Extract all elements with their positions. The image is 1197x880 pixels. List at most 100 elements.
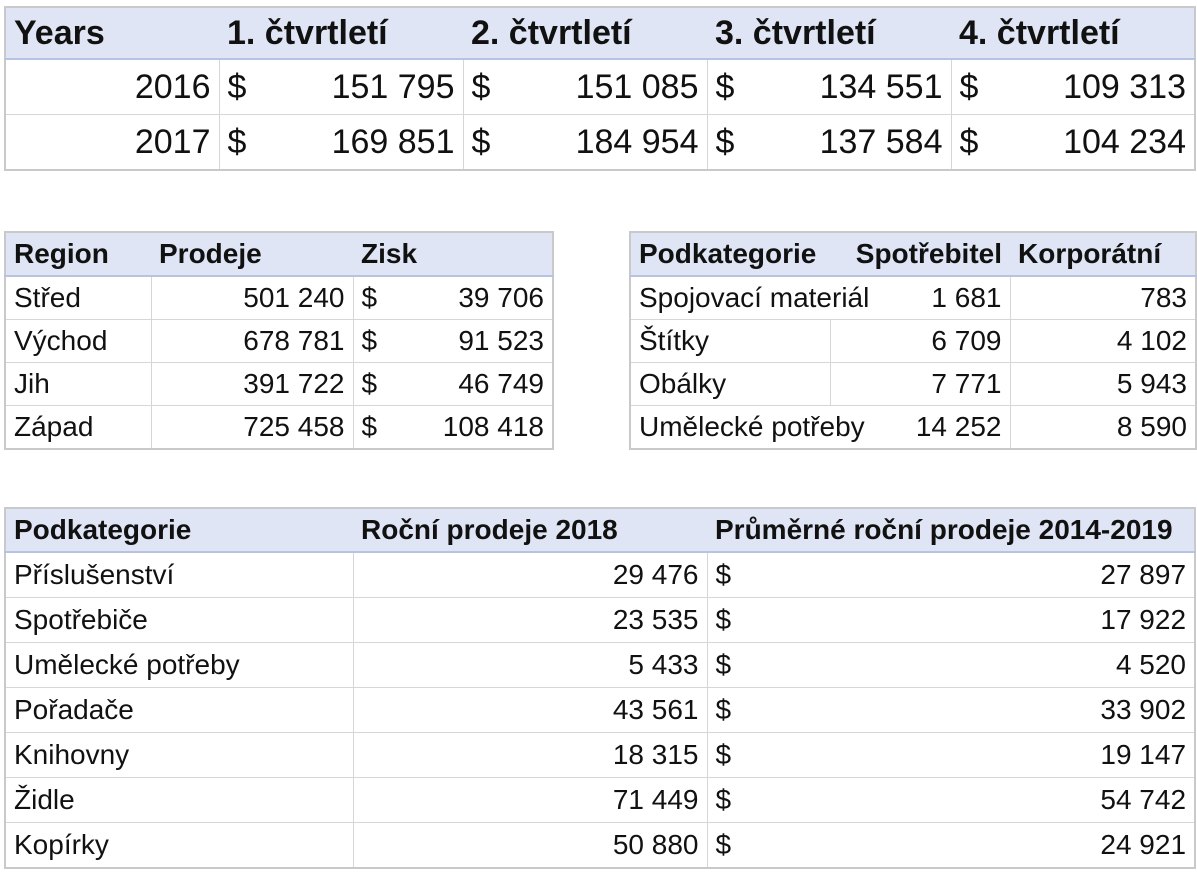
currency-cell[interactable]: $ (706, 732, 757, 778)
region-cell[interactable]: Západ (5, 405, 151, 449)
header-row: Podkategorie Roční prodeje 2018 Průměrné… (5, 508, 1196, 553)
consumer-cell[interactable]: 7 771 (829, 362, 1010, 406)
subcategory-cell[interactable]: Židle (5, 777, 353, 823)
subcategory-name: Umělecké potřeby (639, 411, 865, 442)
table-row: Pořadače 43 561 $ 33 902 (5, 687, 1196, 733)
sales-cell[interactable]: 18 315 (352, 732, 707, 778)
currency-cell[interactable]: $ (950, 58, 1001, 115)
table-row: Kopírky 50 880 $ 24 921 (5, 822, 1196, 868)
value-cell[interactable]: 151 085 (513, 58, 707, 115)
subcategory-cell[interactable]: Umělecké potřeby (5, 642, 353, 688)
header-subcategory: Podkategorie (630, 232, 830, 277)
average-cell[interactable]: 24 921 (757, 822, 1196, 868)
sales-cell[interactable]: 725 458 (150, 405, 353, 449)
table-row: Umělecké potřeby 5 433 $ 4 520 (5, 642, 1196, 688)
table-row: Střed 501 240 $ 39 706 (5, 275, 553, 320)
corporate-cell[interactable]: 5 943 (1009, 362, 1196, 406)
header-sales: Prodeje (151, 232, 353, 277)
currency-cell[interactable]: $ (706, 822, 757, 868)
table-row: Západ 725 458 $ 108 418 (5, 405, 553, 449)
consumer-value: 1 681 (931, 282, 1002, 313)
subcategory-cell[interactable]: Knihovny (5, 732, 353, 778)
table-row: Východ 678 781 $ 91 523 (5, 319, 553, 363)
table-row: 1 681 Spojovací materiál 783 (630, 275, 1196, 320)
region-cell[interactable]: Jih (5, 362, 151, 406)
sales-cell[interactable]: 29 476 (352, 551, 707, 598)
average-cell[interactable]: 33 902 (757, 687, 1196, 733)
subcategory-cell[interactable]: Kopírky (5, 822, 353, 868)
header-average-sales: Průměrné roční prodeje 2014-2019 (707, 508, 1196, 553)
header-q3: 3. čtvrtletí (707, 7, 951, 60)
sales-cell[interactable]: 678 781 (150, 319, 353, 363)
currency-cell[interactable]: $ (950, 114, 1001, 170)
currency-cell[interactable]: $ (352, 362, 403, 406)
currency-cell[interactable]: $ (352, 275, 403, 320)
table-row: 2016 $ 151 795 $ 151 085 $ 134 551 $ 109… (5, 58, 1195, 115)
profit-cell[interactable]: 39 706 (403, 275, 553, 320)
corporate-cell[interactable]: 783 (1009, 275, 1196, 320)
table-row: Příslušenství 29 476 $ 27 897 (5, 551, 1196, 598)
subcategory-name: Spojovací materiál (639, 282, 870, 313)
value-cell[interactable]: 109 313 (1001, 58, 1195, 115)
consumer-cell[interactable]: 6 709 (829, 319, 1010, 363)
subcategory-cell[interactable]: 1 681 Spojovací materiál (630, 275, 1010, 320)
currency-cell[interactable]: $ (352, 405, 403, 449)
year-cell[interactable]: 2017 (5, 114, 219, 170)
value-cell[interactable]: 134 551 (757, 58, 951, 115)
currency-cell[interactable]: $ (462, 58, 513, 115)
header-q4: 4. čtvrtletí (951, 7, 1195, 60)
value-cell[interactable]: 184 954 (513, 114, 707, 170)
sales-cell[interactable]: 50 880 (352, 822, 707, 868)
average-cell[interactable]: 54 742 (757, 777, 1196, 823)
currency-cell[interactable]: $ (462, 114, 513, 170)
region-cell[interactable]: Východ (5, 319, 151, 363)
table-row: 14 252 Umělecké potřeby 8 590 (630, 405, 1196, 449)
table-row: 2017 $ 169 851 $ 184 954 $ 137 584 $ 104… (5, 114, 1195, 170)
currency-cell[interactable]: $ (706, 597, 757, 643)
subcategory-cell[interactable]: Pořadače (5, 687, 353, 733)
currency-cell[interactable]: $ (352, 319, 403, 363)
header-subcategory: Podkategorie (5, 508, 353, 553)
header-consumer: Spotřebitel (830, 232, 1010, 277)
currency-cell[interactable]: $ (706, 114, 757, 170)
subcategory-cell[interactable]: Obálky (630, 362, 830, 406)
average-cell[interactable]: 19 147 (757, 732, 1196, 778)
subcategory-cell[interactable]: Štítky (630, 319, 830, 363)
sales-cell[interactable]: 391 722 (150, 362, 353, 406)
sales-cell[interactable]: 5 433 (352, 642, 707, 688)
segment-table: Podkategorie Spotřebitel Korporátní 1 68… (629, 231, 1197, 450)
average-cell[interactable]: 4 520 (757, 642, 1196, 688)
corporate-cell[interactable]: 8 590 (1009, 405, 1196, 449)
value-cell[interactable]: 151 795 (269, 58, 463, 115)
table-row: Obálky 7 771 5 943 (630, 362, 1196, 406)
currency-cell[interactable]: $ (706, 642, 757, 688)
currency-cell[interactable]: $ (706, 777, 757, 823)
header-q2: 2. čtvrtletí (463, 7, 707, 60)
currency-cell[interactable]: $ (706, 551, 757, 598)
table-row: Spotřebiče 23 535 $ 17 922 (5, 597, 1196, 643)
average-cell[interactable]: 27 897 (757, 551, 1196, 598)
sales-cell[interactable]: 23 535 (352, 597, 707, 643)
header-years: Years (5, 7, 219, 60)
sales-cell[interactable]: 71 449 (352, 777, 707, 823)
value-cell[interactable]: 104 234 (1001, 114, 1195, 170)
profit-cell[interactable]: 91 523 (403, 319, 553, 363)
sales-cell[interactable]: 43 561 (352, 687, 707, 733)
year-cell[interactable]: 2016 (5, 58, 219, 115)
subcategory-cell[interactable]: Příslušenství (5, 551, 353, 598)
currency-cell[interactable]: $ (218, 114, 269, 170)
subcategory-cell[interactable]: 14 252 Umělecké potřeby (630, 405, 1010, 449)
value-cell[interactable]: 137 584 (757, 114, 951, 170)
currency-cell[interactable]: $ (706, 58, 757, 115)
average-cell[interactable]: 17 922 (757, 597, 1196, 643)
region-cell[interactable]: Střed (5, 275, 151, 320)
sales-cell[interactable]: 501 240 (150, 275, 353, 320)
profit-cell[interactable]: 46 749 (403, 362, 553, 406)
quarterly-sales-table: Years 1. čtvrtletí 2. čtvrtletí 3. čtvrt… (4, 6, 1196, 171)
subcategory-cell[interactable]: Spotřebiče (5, 597, 353, 643)
profit-cell[interactable]: 108 418 (403, 405, 553, 449)
currency-cell[interactable]: $ (218, 58, 269, 115)
corporate-cell[interactable]: 4 102 (1009, 319, 1196, 363)
value-cell[interactable]: 169 851 (269, 114, 463, 170)
currency-cell[interactable]: $ (706, 687, 757, 733)
